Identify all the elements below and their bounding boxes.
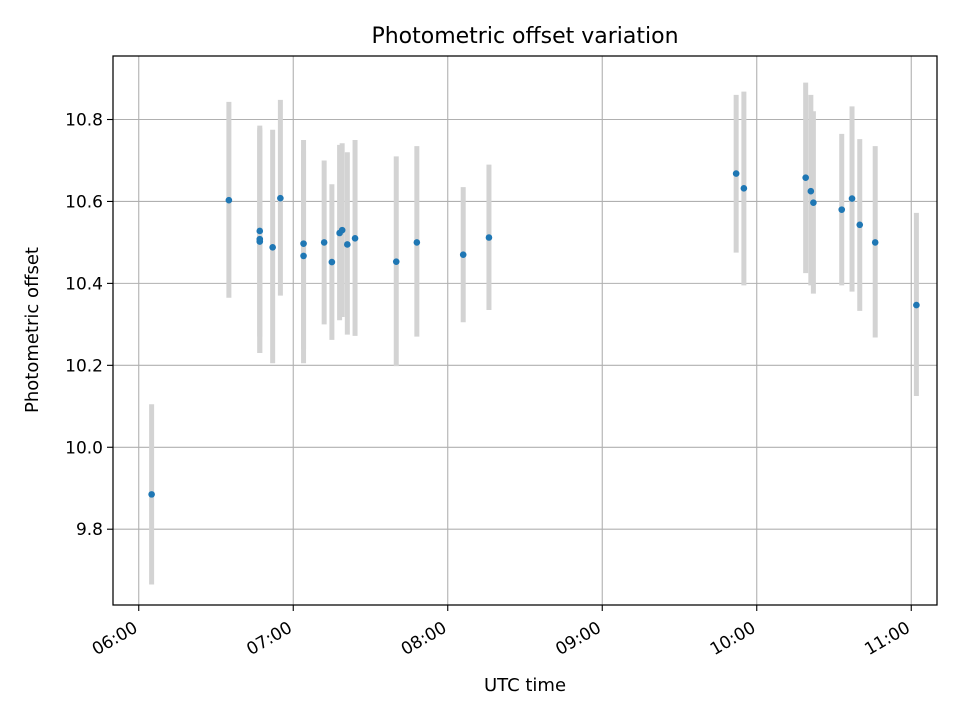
data-point [732,170,740,177]
data-point [856,221,864,229]
y-tick-label: 10.2 [65,356,103,376]
data-point [225,196,233,204]
data-point [848,195,856,202]
data-point [269,244,276,251]
data-point [392,258,400,265]
data-point [256,238,264,245]
data-point [802,174,809,181]
y-tick-label: 9.8 [76,520,103,540]
y-tick-label: 10.8 [65,111,103,131]
data-point [740,185,748,192]
data-point [338,226,346,234]
data-point [300,240,307,247]
y-tick-label: 10.4 [65,274,103,294]
data-point [413,239,421,246]
data-point [148,491,155,498]
y-tick-label: 10.6 [65,192,103,212]
grid [113,56,937,605]
data-point [328,258,336,266]
data-point [871,239,879,246]
data-point [913,301,920,309]
plot-area [113,56,937,605]
data-point [485,234,493,241]
data-point [320,239,328,246]
data-point [807,187,815,195]
data-point [459,251,467,259]
chart-title: Photometric offset variation [371,24,678,49]
data-point [256,227,264,235]
data-point [344,241,351,248]
data-point [838,206,846,213]
data-point [300,252,307,260]
data-point [351,235,359,242]
data-points [148,170,920,498]
plot-frame [112,55,938,606]
data-point [810,199,817,206]
data-point [277,194,284,202]
y-axis-label: Photometric offset [22,247,43,413]
y-tick-label: 10.0 [65,438,103,458]
x-axis-label: UTC time [484,675,566,696]
y-axis-ticks: 9.8 10.0 10.2 10.4 10.6 10.8 [65,111,113,540]
